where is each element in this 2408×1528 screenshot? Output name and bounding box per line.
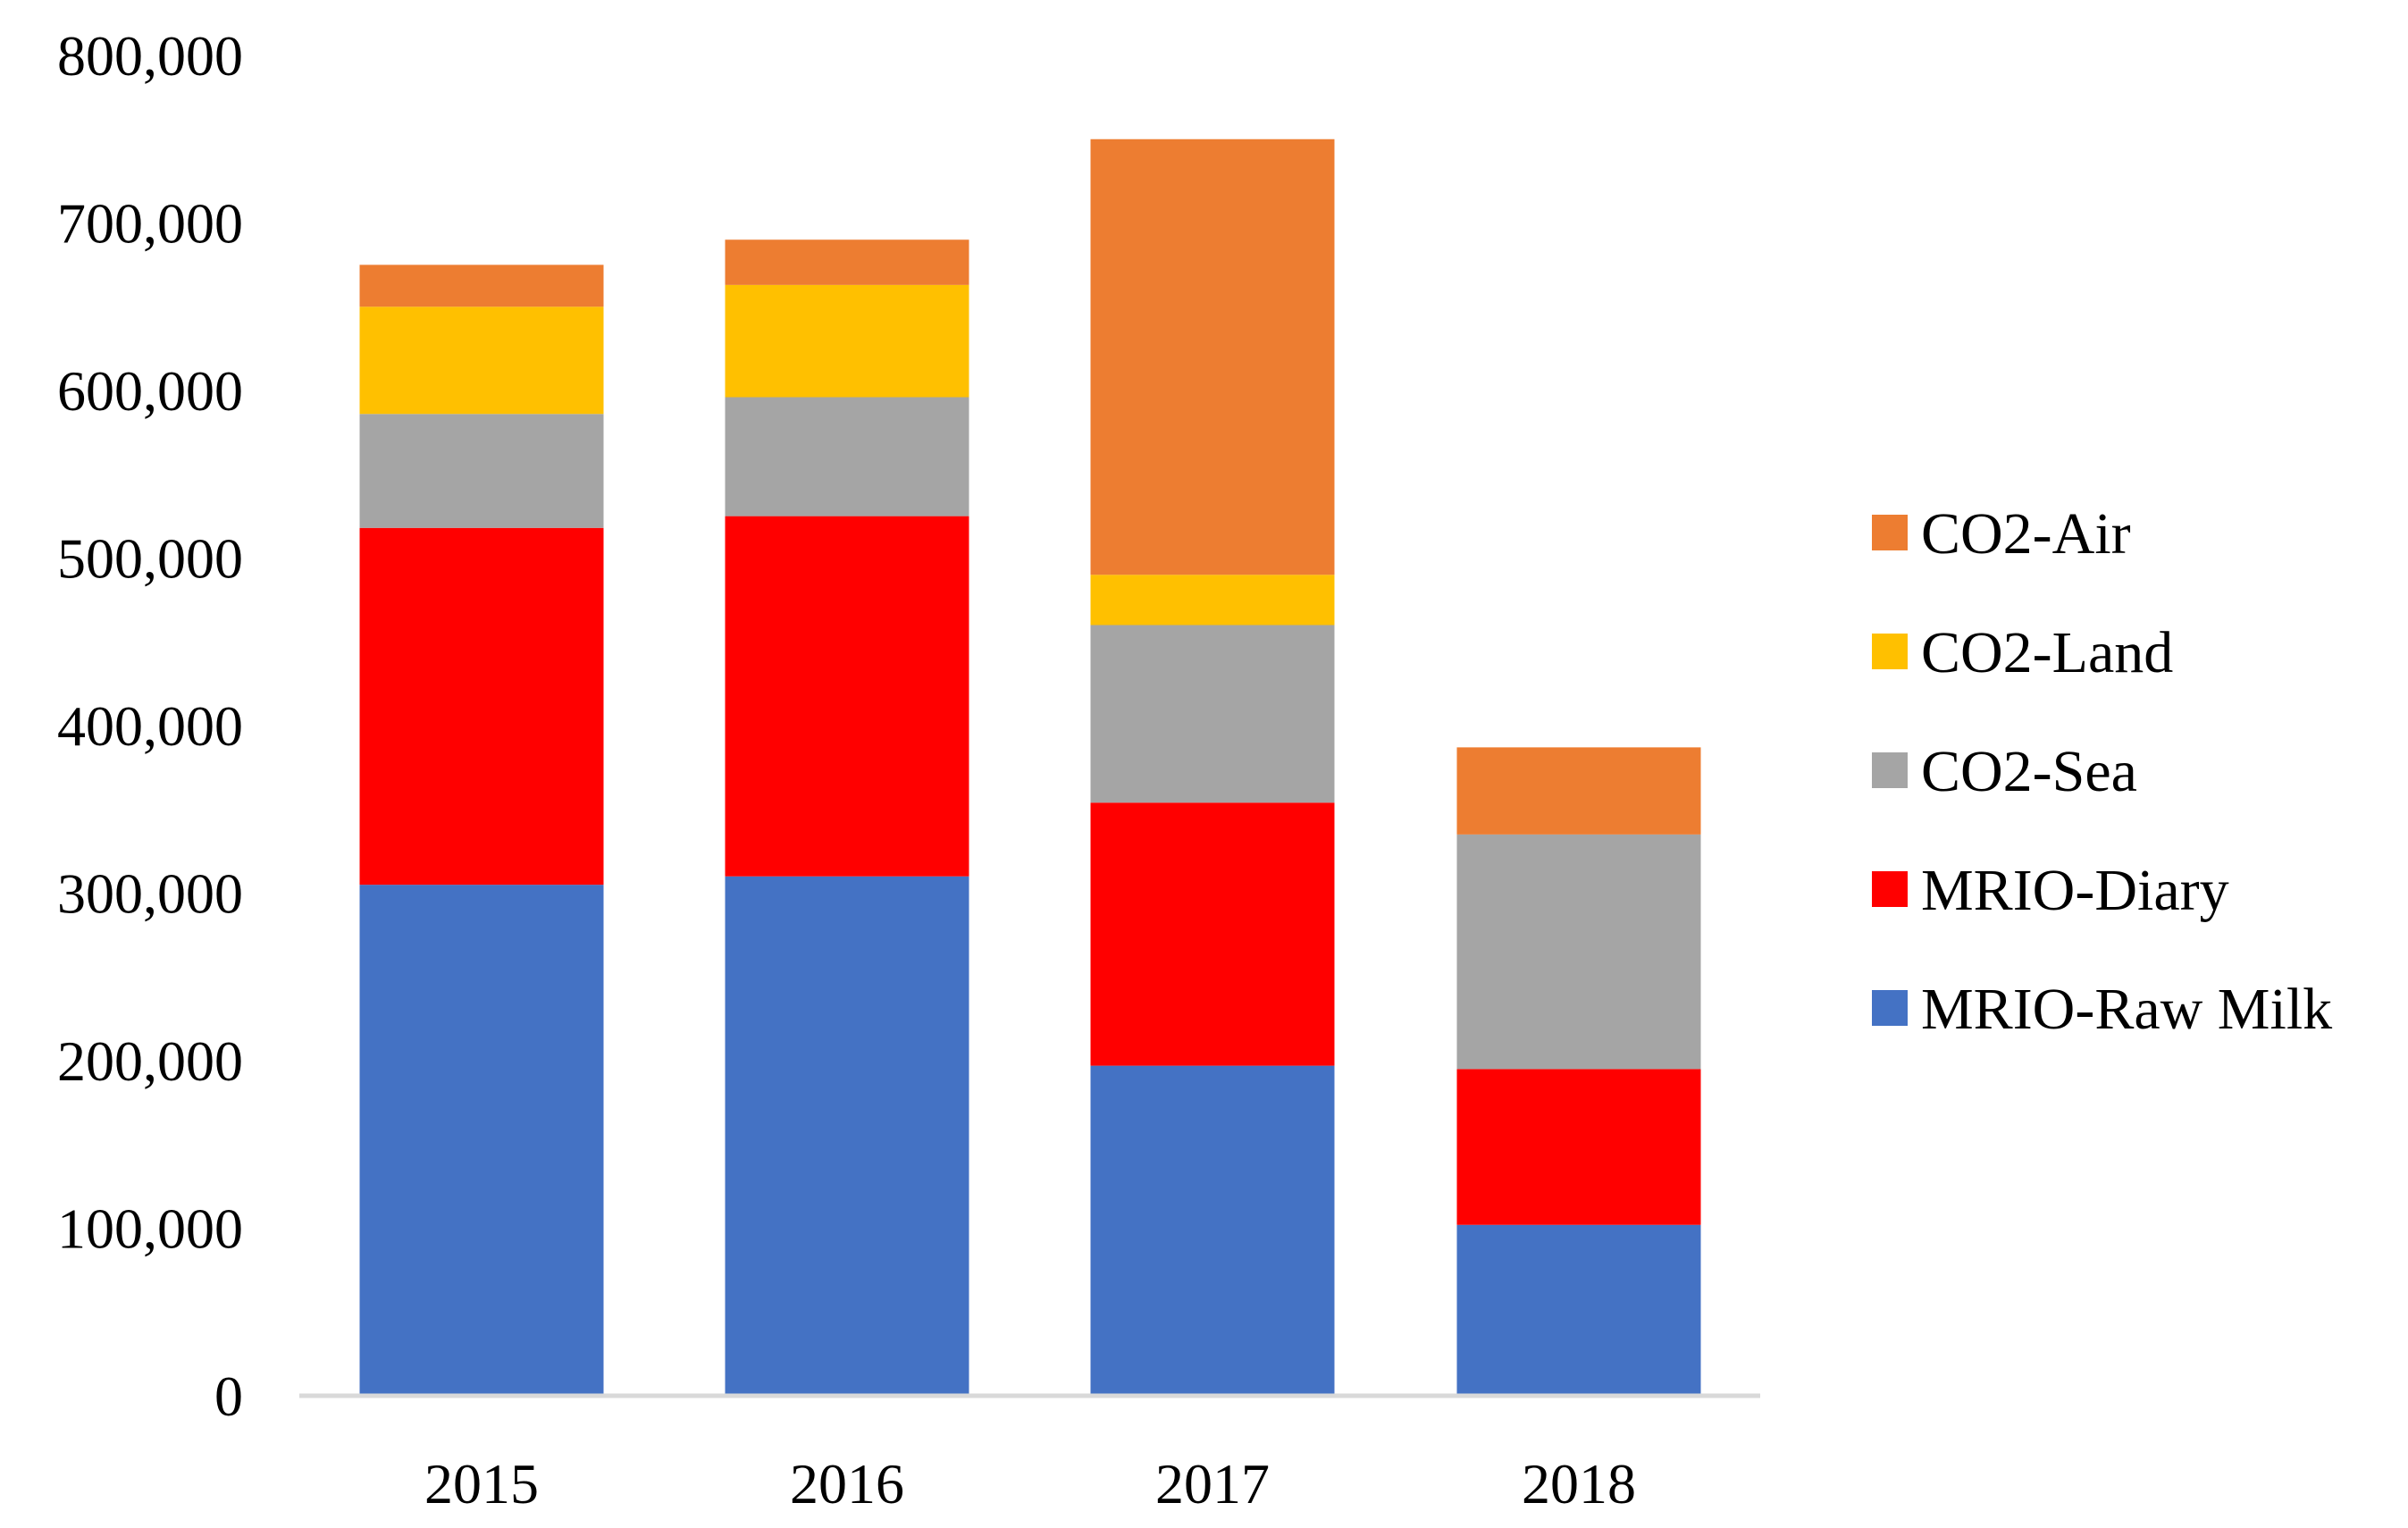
y-tick-label: 500,000 (57, 527, 243, 591)
y-tick-label: 800,000 (57, 24, 243, 88)
legend-swatch (1872, 634, 1908, 669)
legend-label: CO2-Air (1921, 501, 2131, 567)
x-tick-label: 2016 (790, 1452, 904, 1515)
y-tick-label: 400,000 (57, 694, 243, 758)
bar-segment-co2-sea-2016 (725, 397, 969, 516)
legend-label: CO2-Sea (1921, 739, 2137, 804)
bar-segment-mrio-raw-milk-2015 (359, 885, 604, 1396)
y-tick-label: 200,000 (57, 1029, 243, 1093)
legend-swatch (1872, 871, 1908, 907)
bar-segment-co2-land-2015 (359, 306, 604, 415)
legend-swatch (1872, 515, 1908, 550)
legend-item: CO2-Sea (1872, 739, 2137, 804)
bar-segment-co2-sea-2017 (1090, 625, 1335, 803)
legend-item: CO2-Air (1872, 501, 2131, 567)
x-tick-label: 2017 (1155, 1452, 1270, 1515)
x-tick-label: 2018 (1522, 1452, 1636, 1515)
bar-segment-co2-air-2018 (1456, 747, 1701, 835)
y-tick-label: 600,000 (57, 359, 243, 423)
bar-segment-co2-air-2016 (725, 239, 969, 285)
legend-swatch (1872, 752, 1908, 788)
legend-item: MRIO-Raw Milk (1872, 977, 2332, 1042)
legend-item: CO2-Land (1872, 620, 2173, 685)
x-axis-tick-labels: 2015 2016 2017 2018 (424, 1452, 1636, 1515)
bar-segment-co2-sea-2015 (359, 414, 604, 528)
y-tick-label: 0 (214, 1364, 243, 1428)
bar-segment-mrio-diary-2016 (725, 516, 969, 877)
bar-segment-mrio-diary-2015 (359, 527, 604, 886)
bar-segment-co2-land-2017 (1090, 575, 1335, 625)
bar-segment-co2-sea-2018 (1456, 834, 1701, 1070)
legend-label: CO2-Land (1921, 620, 2173, 685)
y-tick-label: 700,000 (57, 192, 243, 256)
legend-label: MRIO-Diary (1921, 858, 2229, 923)
legend-label: MRIO-Raw Milk (1921, 977, 2332, 1042)
bar-stack-2016 (725, 239, 969, 1396)
legend-swatch (1872, 990, 1908, 1026)
legend: CO2-Air CO2-Land CO2-Sea MRIO-Diary MRIO-Raw… (1872, 501, 2332, 1042)
bar-segment-co2-air-2015 (359, 264, 604, 307)
bar-segment-co2-air-2017 (1090, 139, 1335, 575)
bar-stack-2015 (359, 264, 604, 1396)
x-tick-label: 2015 (424, 1452, 539, 1515)
bar-stack-2017 (1090, 139, 1335, 1396)
bar-segment-co2-land-2016 (725, 284, 969, 398)
y-tick-label: 300,000 (57, 862, 243, 926)
bar-segment-mrio-diary-2018 (1456, 1069, 1701, 1225)
bar-segment-mrio-raw-milk-2016 (725, 876, 969, 1396)
legend-item: MRIO-Diary (1872, 858, 2229, 923)
bar-segment-mrio-diary-2017 (1090, 802, 1335, 1066)
bar-stacks (359, 139, 1701, 1396)
bar-segment-mrio-raw-milk-2017 (1090, 1065, 1335, 1396)
bar-stack-2018 (1456, 747, 1701, 1396)
y-axis-tick-labels: 0 100,000 200,000 300,000 400,000 500,000 600,… (57, 24, 243, 1428)
y-tick-label: 100,000 (57, 1197, 243, 1261)
bar-segment-mrio-raw-milk-2018 (1456, 1224, 1701, 1396)
